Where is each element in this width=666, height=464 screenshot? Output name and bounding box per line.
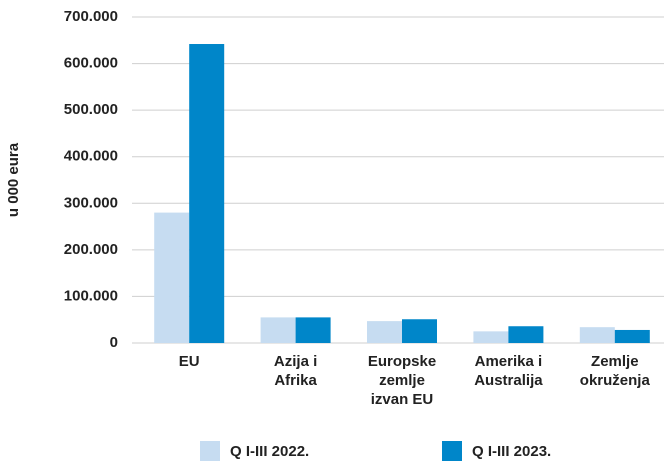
x-tick-label: Zemlje okruženja — [580, 353, 651, 389]
legend-swatch — [200, 441, 220, 461]
bar — [579, 327, 615, 343]
bar — [367, 321, 402, 343]
x-tick-label: EU — [179, 353, 200, 370]
legend-swatch — [442, 441, 462, 461]
y-tick-label: 100.000 — [64, 287, 118, 304]
bar — [614, 329, 650, 343]
x-tick-label: Amerika i Australija — [474, 353, 543, 389]
y-tick-label: 500.000 — [64, 101, 118, 118]
y-tick-label: 300.000 — [64, 194, 118, 211]
y-tick-label: 600.000 — [64, 55, 118, 72]
x-tick-label: Europske zemlje izvan EU — [368, 353, 436, 408]
bar — [295, 317, 331, 343]
y-tick-label: 200.000 — [64, 241, 118, 258]
legend-label: Q I-III 2022. — [230, 443, 309, 460]
bar — [260, 317, 296, 343]
bar — [508, 326, 544, 343]
y-tick-label: 0 — [110, 334, 118, 351]
bar — [473, 331, 509, 343]
bar — [154, 212, 190, 343]
x-tick-label: Azija i Afrika — [274, 353, 318, 389]
y-tick-label: 400.000 — [64, 148, 118, 165]
y-tick-label: 700.000 — [64, 8, 118, 25]
bar — [189, 44, 225, 344]
bar — [402, 319, 437, 343]
y-axis-label: u 000 eura — [5, 142, 22, 217]
legend-label: Q I-III 2023. — [472, 443, 551, 460]
